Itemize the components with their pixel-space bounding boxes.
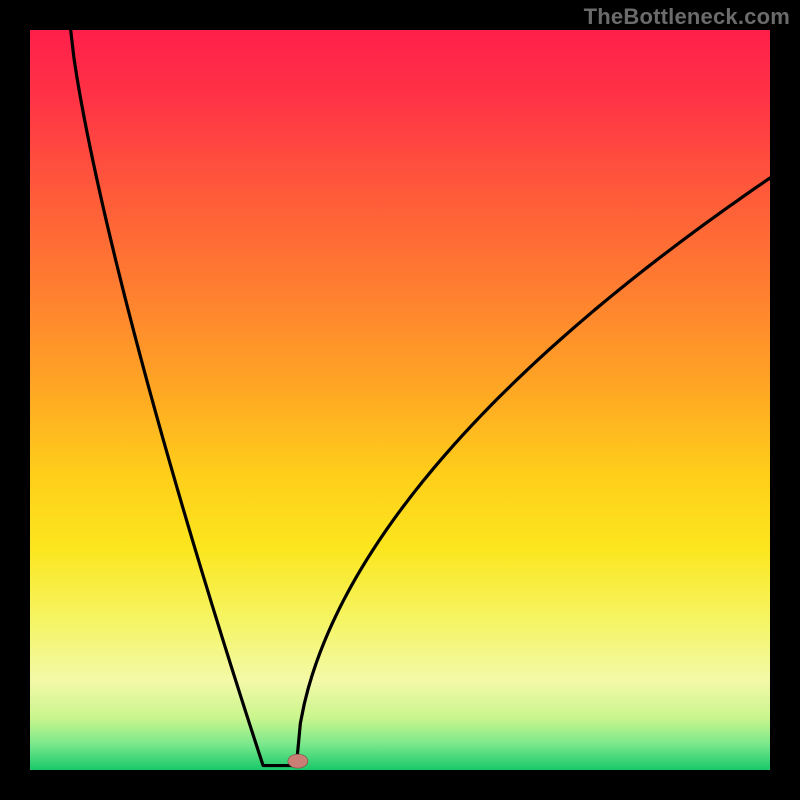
chart-frame: TheBottleneck.com	[0, 0, 800, 800]
optimum-marker	[288, 754, 308, 768]
watermark-text: TheBottleneck.com	[584, 4, 790, 30]
plot-area	[30, 30, 770, 770]
plot-svg	[30, 30, 770, 770]
gradient-background	[30, 30, 770, 770]
